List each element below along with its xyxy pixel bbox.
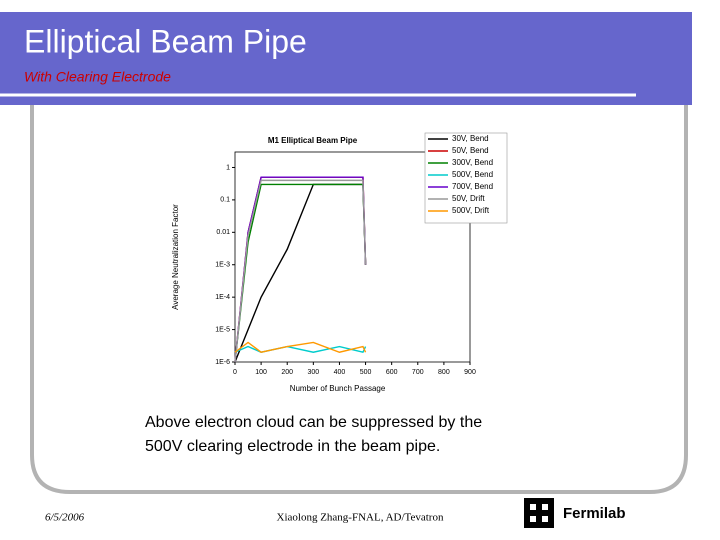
x-tick-label: 400	[334, 369, 346, 376]
y-tick-label: 1	[226, 164, 230, 171]
x-tick-label: 600	[386, 369, 398, 376]
series-line	[234, 341, 367, 353]
legend-label: 700V, Bend	[452, 182, 493, 191]
legend-box	[424, 132, 508, 224]
x-tick-label: 100	[255, 369, 267, 376]
legend-label: 30V, Bend	[452, 134, 489, 143]
legend-label: 300V, Bend	[452, 158, 493, 167]
x-tick-label: 900	[464, 369, 476, 376]
slide-title: Elliptical Beam Pipe	[24, 23, 307, 59]
slide-subtitle: With Clearing Electrode	[24, 69, 171, 85]
y-tick-label: 0.1	[220, 197, 230, 204]
legend-label: 50V, Bend	[452, 146, 489, 155]
plot-area	[234, 151, 471, 363]
y-tick-label: 0.01	[216, 229, 230, 236]
y-tick-label: 1E-5	[215, 326, 230, 333]
x-tick-label: 200	[281, 369, 293, 376]
legend: 30V, Bend 50V, Bend 300V, Bend 500V, Bend 70…	[424, 132, 508, 224]
legend-label: 500V, Drift	[452, 206, 490, 215]
series-line	[234, 176, 367, 363]
series-line	[234, 345, 367, 354]
y-tick-label: 1E-4	[215, 294, 230, 301]
slide-author: Xiaolong Zhang-FNAL, AD/Tevatron	[277, 512, 444, 524]
chart: M1 Elliptical Beam Pipe Number of Bunch P…	[171, 132, 508, 393]
chart-title: M1 Elliptical Beam Pipe	[268, 136, 358, 145]
series-line	[234, 179, 367, 363]
slide-date: 6/5/2006	[45, 512, 85, 524]
x-tick-label: 0	[233, 369, 237, 376]
slide-frame	[30, 105, 688, 494]
fermilab-logo	[524, 498, 554, 528]
x-tick-label: 800	[438, 369, 450, 376]
y-axis-label: Average Neutralization Factor	[171, 204, 180, 310]
x-tick-label: 700	[412, 369, 424, 376]
series-line	[234, 183, 367, 363]
logo-text: Fermilab	[563, 505, 626, 522]
legend-label: 50V, Drift	[452, 194, 485, 203]
x-axis-label: Number of Bunch Passage	[290, 384, 386, 393]
y-tick-label: 1E-6	[215, 359, 230, 366]
y-tick-label: 1E-3	[215, 262, 230, 269]
x-tick-label: 300	[307, 369, 319, 376]
caption-line: Above electron cloud can be suppressed b…	[145, 414, 482, 431]
x-tick-label: 500	[360, 369, 372, 376]
caption-line: 500V clearing electrode in the beam pipe…	[145, 438, 440, 455]
title-bar	[0, 12, 692, 105]
legend-label: 500V, Bend	[452, 170, 493, 179]
